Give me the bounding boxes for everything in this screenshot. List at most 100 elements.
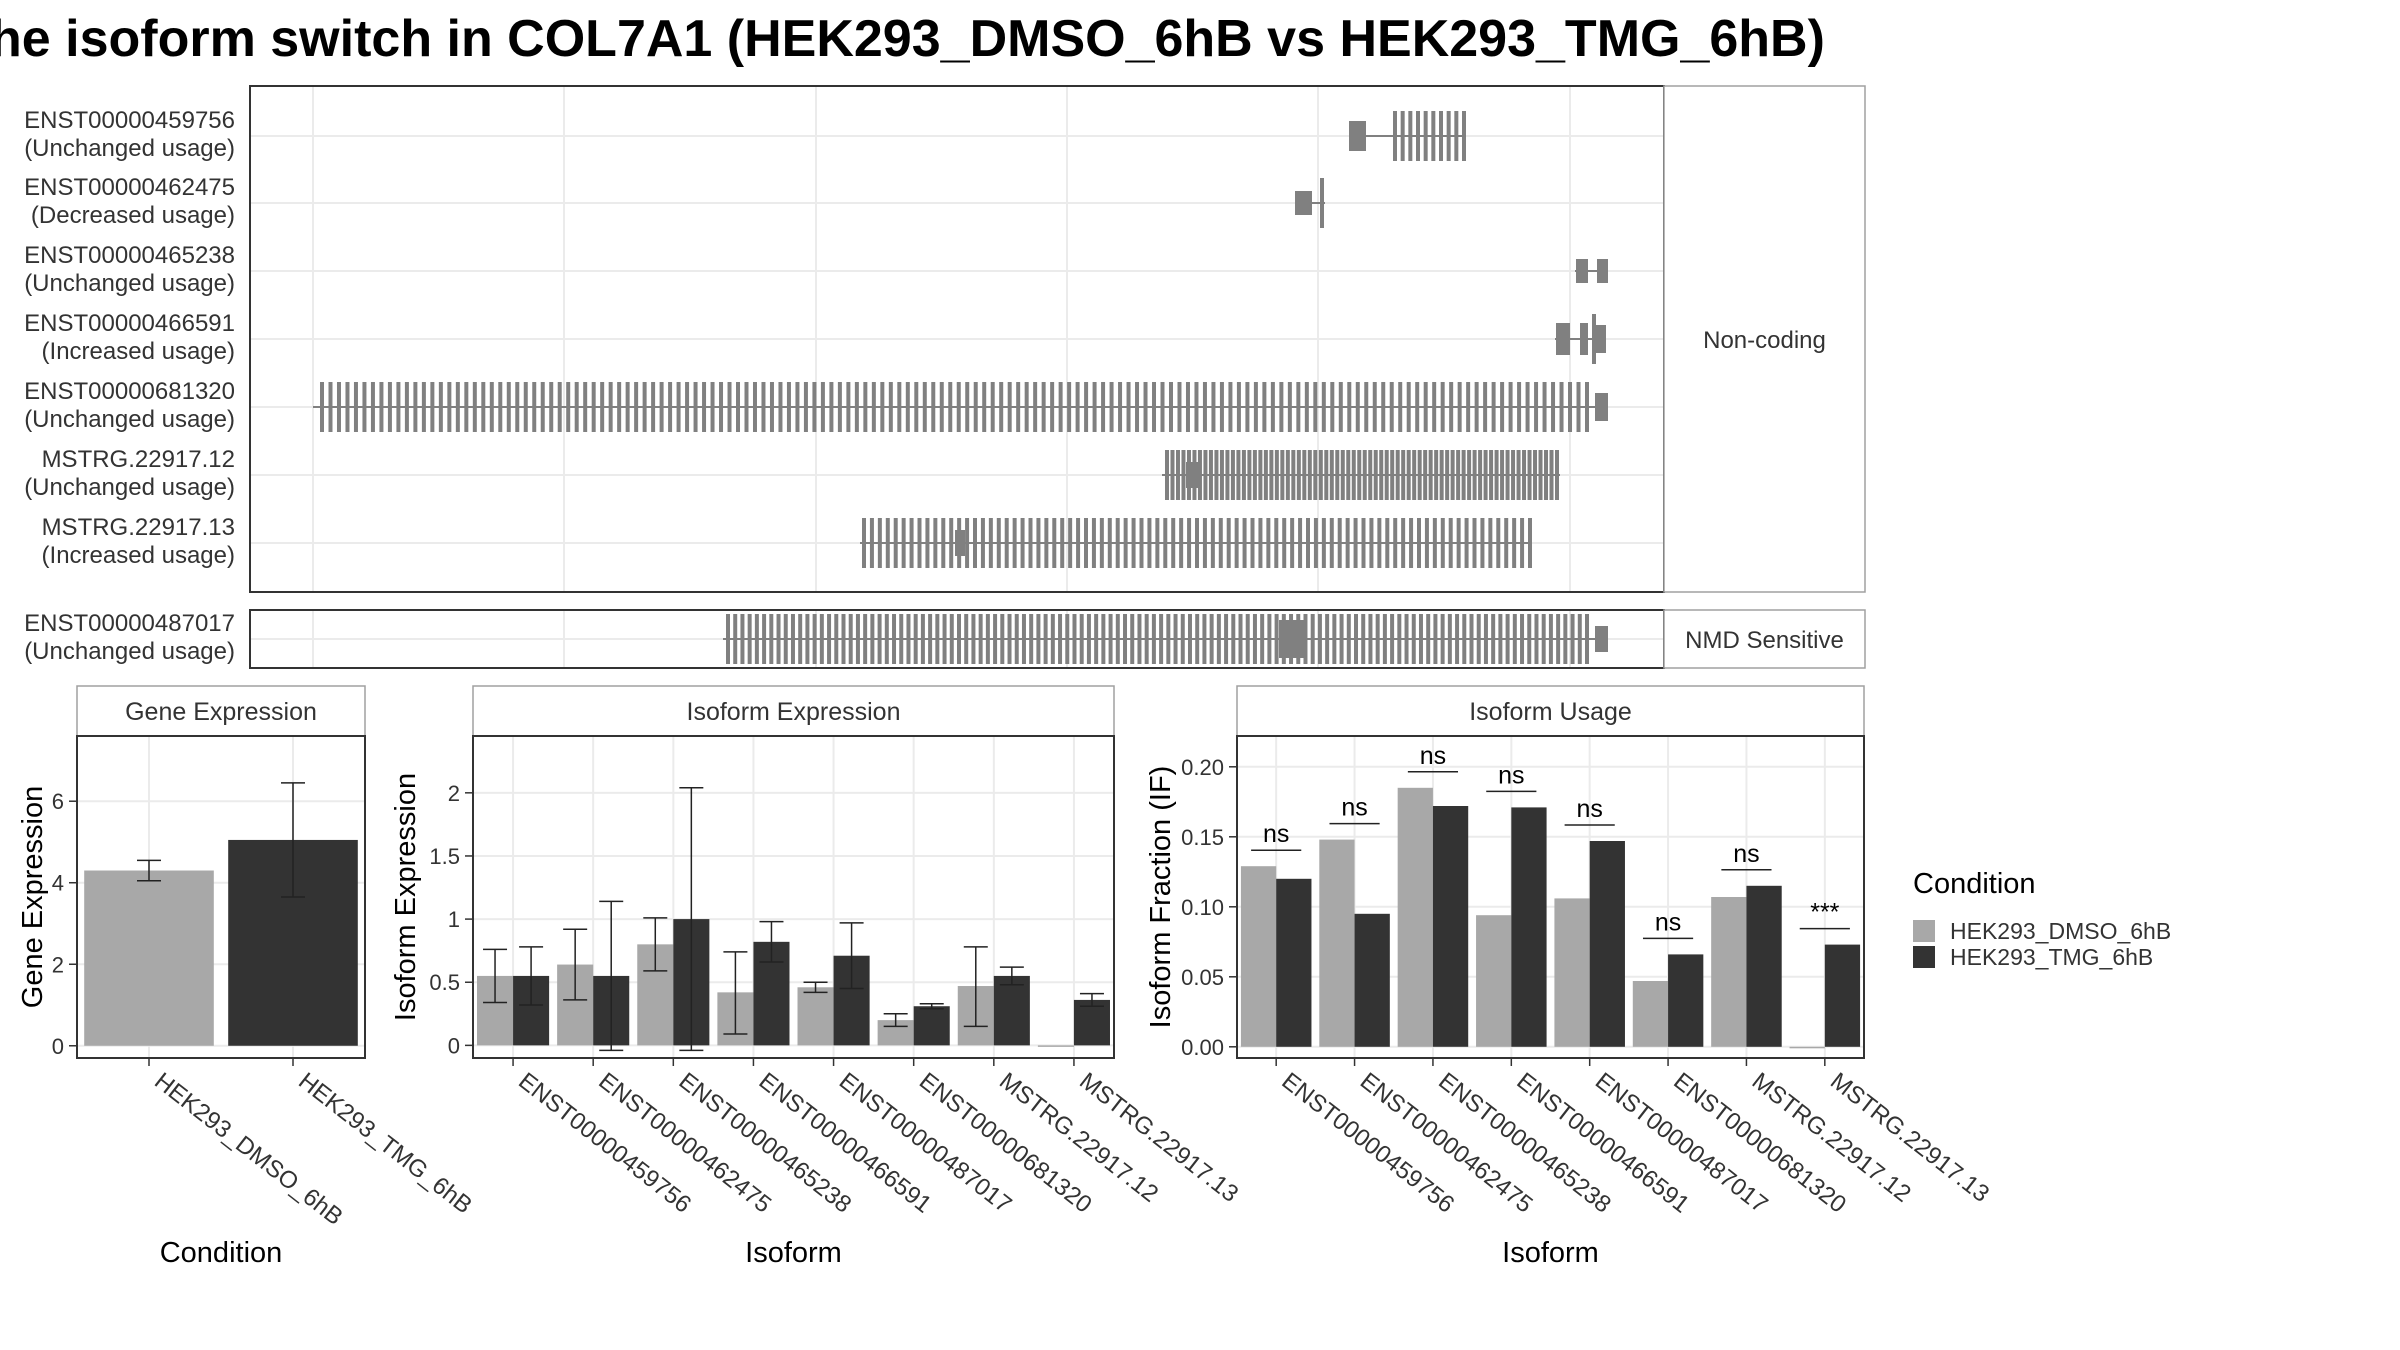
chart-title: Gene Expression xyxy=(125,698,317,726)
exon xyxy=(1462,614,1467,664)
exon xyxy=(834,614,839,664)
exon xyxy=(1368,614,1373,664)
exon xyxy=(1219,382,1224,432)
exon xyxy=(396,382,401,432)
exon xyxy=(956,614,961,664)
exon xyxy=(1021,614,1026,664)
exon xyxy=(1329,450,1334,500)
exon xyxy=(1476,614,1481,664)
exon xyxy=(1320,178,1324,228)
exon xyxy=(1072,614,1077,664)
exon xyxy=(1108,614,1113,664)
exon xyxy=(1390,614,1395,664)
exon xyxy=(1092,382,1097,432)
exon xyxy=(1107,518,1112,568)
exon xyxy=(1491,614,1496,664)
exon xyxy=(922,382,927,432)
exon xyxy=(1012,518,1017,568)
exon xyxy=(1412,450,1417,500)
exon xyxy=(1318,450,1323,500)
exon xyxy=(489,382,494,432)
exon xyxy=(1317,614,1322,664)
transcript-id-label: MSTRG.22917.12 xyxy=(42,446,235,473)
significance-label: ns xyxy=(1733,840,1759,868)
exon xyxy=(1202,382,1207,432)
exon xyxy=(1258,450,1263,500)
exon xyxy=(1123,614,1128,664)
exon xyxy=(1234,518,1239,568)
exon xyxy=(740,614,745,664)
exon xyxy=(1115,614,1120,664)
exon xyxy=(328,382,333,432)
exon xyxy=(776,614,781,664)
exon xyxy=(1179,518,1184,568)
exon xyxy=(1373,450,1378,500)
exon xyxy=(1068,518,1073,568)
exon xyxy=(540,382,545,432)
y-tick-label: 6 xyxy=(52,789,64,814)
exon xyxy=(939,382,944,432)
exon xyxy=(956,382,961,432)
exon xyxy=(736,382,741,432)
exon xyxy=(948,382,953,432)
exon xyxy=(1375,614,1380,664)
exon xyxy=(1446,111,1451,161)
exon xyxy=(1432,518,1437,568)
exon xyxy=(1423,382,1428,432)
exon xyxy=(1469,614,1474,664)
chart-border xyxy=(472,735,1115,1059)
exon xyxy=(1382,614,1387,664)
y-axis-title: Isoform Fraction (IF) xyxy=(1145,766,1177,1029)
exon xyxy=(1520,518,1525,568)
exon xyxy=(1355,382,1360,432)
exon xyxy=(1024,382,1029,432)
exon xyxy=(820,382,825,432)
exon xyxy=(1483,382,1488,432)
transcript-id-label: ENST00000462475 xyxy=(24,174,235,201)
transcript-structure-panel: ENST00000459756(Unchanged usage)ENST0000… xyxy=(24,85,1866,669)
exon xyxy=(965,382,970,432)
exon xyxy=(769,614,774,664)
exon xyxy=(1152,382,1157,432)
exon-utr xyxy=(1595,626,1608,652)
exon xyxy=(1060,518,1065,568)
facet-strip xyxy=(1663,609,1866,669)
exon xyxy=(1533,450,1538,500)
y-axis-title: Gene Expression xyxy=(17,786,49,1008)
bar xyxy=(1476,915,1512,1047)
exon xyxy=(464,382,469,432)
exon xyxy=(1086,614,1091,664)
exon xyxy=(1007,382,1012,432)
legend-swatch xyxy=(1913,946,1935,968)
exon xyxy=(1335,450,1340,500)
exon xyxy=(829,382,834,432)
exon xyxy=(1512,518,1517,568)
exon xyxy=(1109,382,1114,432)
exon xyxy=(1433,614,1438,664)
exon xyxy=(1321,382,1326,432)
exon xyxy=(1450,450,1455,500)
exon xyxy=(387,382,392,432)
exon xyxy=(906,614,911,664)
exon xyxy=(1091,518,1096,568)
transcript-status-label: (Increased usage) xyxy=(42,338,235,365)
exon xyxy=(1488,518,1493,568)
exon xyxy=(1362,450,1367,500)
exon xyxy=(1500,382,1505,432)
exon xyxy=(1409,518,1414,568)
exon xyxy=(693,382,698,432)
exon xyxy=(1228,382,1233,432)
bar xyxy=(1073,999,1110,1046)
exon xyxy=(472,382,477,432)
bar xyxy=(1668,954,1704,1047)
exon xyxy=(905,382,910,432)
exon xyxy=(370,382,375,432)
exon-utr xyxy=(1596,325,1606,353)
exon xyxy=(1406,450,1411,500)
exon xyxy=(1058,614,1063,664)
exon xyxy=(884,614,889,664)
exon xyxy=(1472,450,1477,500)
exon xyxy=(1549,450,1554,500)
exon xyxy=(1144,614,1149,664)
